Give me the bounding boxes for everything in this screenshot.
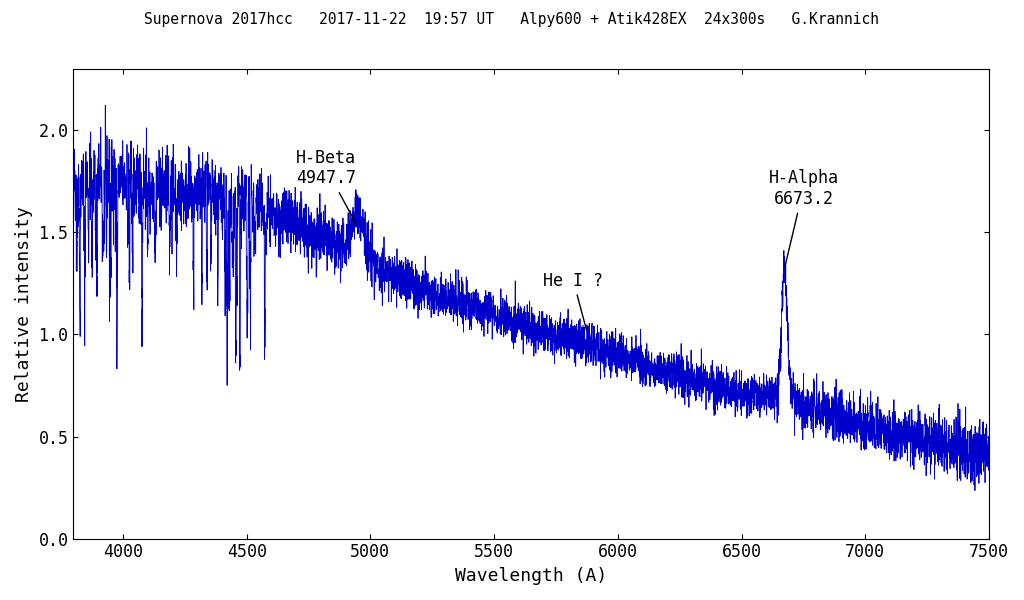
Text: Supernova 2017hcc   2017-11-22  19:57 UT   Alpy600 + Atik428EX  24x300s   G.Kran: Supernova 2017hcc 2017-11-22 19:57 UT Al…: [144, 12, 880, 27]
X-axis label: Wavelength (A): Wavelength (A): [455, 567, 607, 585]
Text: He I ?: He I ?: [544, 271, 603, 329]
Text: H-Beta
4947.7: H-Beta 4947.7: [296, 149, 356, 224]
Text: H-Alpha
6673.2: H-Alpha 6673.2: [768, 169, 839, 266]
Y-axis label: Relative intensity: Relative intensity: [15, 206, 33, 401]
